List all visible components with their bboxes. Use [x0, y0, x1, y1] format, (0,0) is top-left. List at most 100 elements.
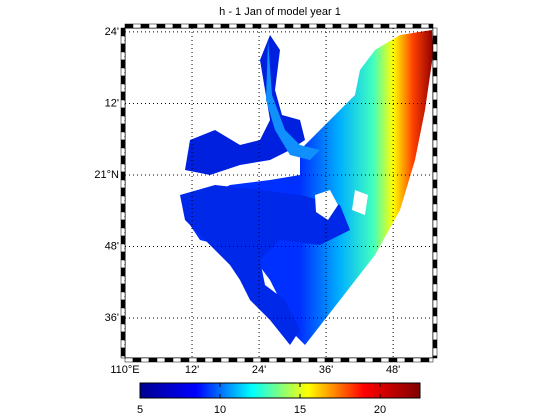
frame-check — [120, 339, 126, 349]
frame-check — [120, 291, 126, 301]
frame-check — [156, 23, 166, 29]
frame-check — [164, 357, 174, 363]
frame-check — [300, 357, 310, 363]
frame-check — [432, 283, 438, 293]
frame-check — [260, 23, 270, 29]
frame-check — [236, 23, 246, 29]
frame-check — [412, 357, 422, 363]
frame-check — [356, 357, 366, 363]
y-tick-label: 12' — [105, 97, 119, 109]
frame-check — [316, 23, 326, 29]
frame-check — [432, 259, 438, 269]
frame-check — [432, 195, 438, 205]
frame-check — [432, 51, 438, 61]
frame-check — [120, 219, 126, 229]
frame-check — [340, 23, 350, 29]
frame-check — [120, 35, 126, 45]
frame-check — [120, 67, 126, 77]
frame-check — [432, 107, 438, 117]
frame-check — [188, 23, 198, 29]
frame-check — [148, 23, 158, 29]
frame-check — [268, 357, 278, 363]
frame-check — [432, 115, 438, 125]
frame-check — [432, 275, 438, 285]
frame-check — [284, 23, 294, 29]
frame-check — [432, 355, 438, 359]
frame-check — [276, 23, 286, 29]
frame-check — [432, 227, 438, 237]
chart-title: h - 1 Jan of model year 1 — [219, 6, 341, 18]
y-tick-label: 48' — [105, 240, 119, 252]
frame-check — [132, 357, 142, 363]
frame-check — [120, 51, 126, 61]
x-tick-label: 36' — [319, 364, 333, 376]
frame-check — [432, 307, 438, 317]
frame-check — [432, 163, 438, 173]
frame-check — [364, 357, 374, 363]
frame-check — [236, 357, 246, 363]
frame-check — [332, 357, 342, 363]
frame-check — [156, 357, 166, 363]
frame-check — [388, 23, 398, 29]
frame-check — [120, 115, 126, 125]
y-tick-label: 36' — [105, 312, 119, 324]
frame-check — [228, 357, 238, 363]
frame-check — [120, 91, 126, 101]
frame-check — [432, 339, 438, 349]
frame-check — [120, 99, 126, 109]
frame-check — [120, 187, 126, 197]
frame-check — [432, 171, 438, 181]
frame-check — [120, 267, 126, 277]
frame-check — [148, 357, 158, 363]
frame-check — [432, 91, 438, 101]
frame-check — [432, 267, 438, 277]
frame-check — [356, 23, 366, 29]
frame-check — [212, 357, 222, 363]
x-tick-label: 24' — [252, 364, 266, 376]
frame-check — [432, 179, 438, 189]
frame-check — [432, 211, 438, 221]
frame-check — [404, 357, 414, 363]
frame-check — [204, 23, 214, 29]
frame-check — [120, 331, 126, 341]
frame-check — [316, 357, 326, 363]
water-body — [180, 30, 433, 345]
frame-check — [244, 357, 254, 363]
frame-check — [132, 23, 142, 29]
frame-check — [432, 59, 438, 69]
frame-check — [276, 357, 286, 363]
frame-check — [120, 307, 126, 317]
frame-check — [120, 83, 126, 93]
frame-check — [120, 131, 126, 141]
frame-check — [120, 251, 126, 261]
frame-check — [164, 23, 174, 29]
frame-check — [220, 23, 230, 29]
frame-check — [172, 23, 182, 29]
frame-check — [120, 75, 126, 85]
frame-check — [432, 299, 438, 309]
frame-check — [260, 357, 270, 363]
frame-check — [348, 23, 358, 29]
frame-check — [120, 43, 126, 53]
frame-check — [180, 23, 190, 29]
frame-check — [196, 357, 206, 363]
frame-check — [172, 357, 182, 363]
frame-check — [292, 23, 302, 29]
frame-check — [372, 23, 382, 29]
frame-check — [220, 357, 230, 363]
frame-check — [432, 315, 438, 325]
frame-check — [120, 203, 126, 213]
frame-check — [432, 139, 438, 149]
colorbar-tick-label: 10 — [214, 404, 226, 416]
frame-check — [412, 23, 422, 29]
frame-check — [120, 283, 126, 293]
frame-check — [340, 357, 350, 363]
frame-check — [120, 227, 126, 237]
x-tick-label: 12' — [185, 364, 199, 376]
frame-check — [180, 357, 190, 363]
frame-check — [432, 219, 438, 229]
frame-check — [120, 275, 126, 285]
y-tick-label: 24' — [105, 26, 119, 38]
